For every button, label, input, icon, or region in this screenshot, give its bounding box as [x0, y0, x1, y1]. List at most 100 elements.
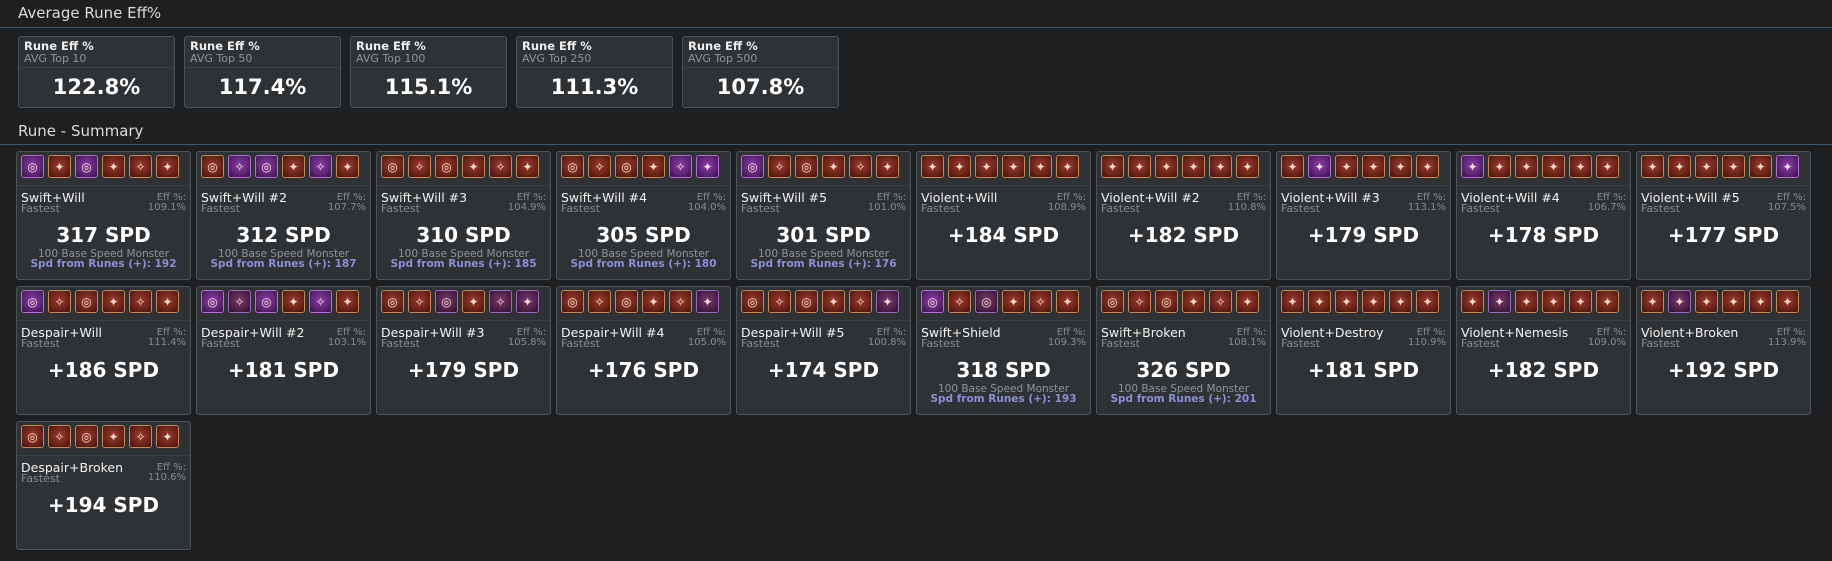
rune-icon[interactable]: ✦ [1776, 290, 1799, 313]
rune-icon[interactable]: ✧ [1128, 290, 1151, 313]
rune-icon[interactable]: ✦ [1641, 290, 1664, 313]
rune-icon[interactable]: ✦ [102, 425, 125, 448]
rune-icon[interactable]: ✦ [1749, 290, 1772, 313]
rune-set-card[interactable]: ◎ ✧ ◎ ✦ ✧ ✦ Swift+Will #2 Fastest Eff %: 107.7% 31… [196, 151, 371, 280]
rune-icon[interactable]: ✦ [1695, 155, 1718, 178]
rune-icon[interactable]: ✦ [822, 290, 845, 313]
rune-icon[interactable]: ✦ [1722, 155, 1745, 178]
rune-icon[interactable]: ◎ [615, 290, 638, 313]
rune-icon[interactable]: ✧ [948, 290, 971, 313]
rune-icon[interactable]: ✦ [1515, 290, 1538, 313]
rune-icon[interactable]: ✦ [1335, 290, 1358, 313]
rune-icon[interactable]: ✦ [696, 290, 719, 313]
rune-set-card[interactable]: ◎ ✧ ◎ ✦ ✧ ✦ Despair+Will #3 Fastest Eff %: 105.8%… [376, 286, 551, 415]
rune-icon[interactable]: ✦ [1155, 155, 1178, 178]
rune-icon[interactable]: ✦ [1416, 290, 1439, 313]
rune-icon[interactable]: ✧ [408, 155, 431, 178]
rune-set-card[interactable]: ✦ ✦ ✦ ✦ ✦ ✦ Violent+Will #2 Fastest Eff %: 110.8%… [1096, 151, 1271, 280]
rune-icon[interactable]: ✧ [669, 290, 692, 313]
rune-icon[interactable]: ✦ [1416, 155, 1439, 178]
rune-icon[interactable]: ◎ [561, 155, 584, 178]
rune-set-card[interactable]: ◎ ✧ ◎ ✦ ✧ ✦ Despair+Will #4 Fastest Eff %: 105.0%… [556, 286, 731, 415]
rune-set-card[interactable]: ✦ ✦ ✦ ✦ ✦ ✦ Violent+Will #3 Fastest Eff %: 113.1%… [1276, 151, 1451, 280]
rune-set-card[interactable]: ◎ ✧ ◎ ✦ ✧ ✦ Despair+Will Fastest Eff %: 111.4% +18… [16, 286, 191, 415]
rune-set-card[interactable]: ✦ ✦ ✦ ✦ ✦ ✦ Violent+Will #5 Fastest Eff %: 107.5%… [1636, 151, 1811, 280]
rune-icon[interactable]: ✦ [1236, 290, 1259, 313]
rune-icon[interactable]: ✦ [516, 155, 539, 178]
rune-icon[interactable]: ◎ [255, 155, 278, 178]
rune-icon[interactable]: ✦ [1002, 155, 1025, 178]
rune-icon[interactable]: ✦ [1281, 290, 1304, 313]
rune-icon[interactable]: ◎ [1101, 290, 1124, 313]
rune-icon[interactable]: ◎ [561, 290, 584, 313]
rune-icon[interactable]: ◎ [741, 155, 764, 178]
rune-icon[interactable]: ◎ [381, 155, 404, 178]
rune-set-card[interactable]: ◎ ✧ ◎ ✦ ✧ ✦ Despair+Will #2 Fastest Eff %: 103.1%… [196, 286, 371, 415]
rune-icon[interactable]: ✧ [129, 290, 152, 313]
rune-icon[interactable]: ✦ [1488, 290, 1511, 313]
rune-icon[interactable]: ◎ [921, 290, 944, 313]
rune-icon[interactable]: ✧ [669, 155, 692, 178]
rune-icon[interactable]: ◎ [75, 425, 98, 448]
rune-icon[interactable]: ✦ [696, 155, 719, 178]
rune-icon[interactable]: ✦ [1101, 155, 1124, 178]
rune-icon[interactable]: ✦ [48, 155, 71, 178]
rune-icon[interactable]: ◎ [75, 155, 98, 178]
rune-icon[interactable]: ✦ [1515, 155, 1538, 178]
rune-set-card[interactable]: ◎ ✧ ◎ ✦ ✧ ✦ Swift+Will #3 Fastest Eff %: 104.9% 31… [376, 151, 551, 280]
rune-icon[interactable]: ◎ [435, 155, 458, 178]
rune-icon[interactable]: ◎ [435, 290, 458, 313]
rune-icon[interactable]: ✦ [1056, 155, 1079, 178]
rune-set-card[interactable]: ◎ ✧ ◎ ✦ ✧ ✦ Despair+Will #5 Fastest Eff %: 100.8%… [736, 286, 911, 415]
rune-icon[interactable]: ✦ [1281, 155, 1304, 178]
rune-icon[interactable]: ✧ [48, 290, 71, 313]
rune-icon[interactable]: ✦ [462, 155, 485, 178]
rune-set-card[interactable]: ✦ ✦ ✦ ✦ ✦ ✦ Violent+Will #4 Fastest Eff %: 106.7%… [1456, 151, 1631, 280]
rune-icon[interactable]: ✦ [1209, 155, 1232, 178]
rune-icon[interactable]: ✦ [516, 290, 539, 313]
rune-icon[interactable]: ✧ [588, 155, 611, 178]
rune-icon[interactable]: ✦ [1488, 155, 1511, 178]
rune-icon[interactable]: ✧ [489, 290, 512, 313]
rune-icon[interactable]: ✦ [1749, 155, 1772, 178]
rune-icon[interactable]: ✦ [876, 155, 899, 178]
rune-icon[interactable]: ✦ [336, 290, 359, 313]
rune-icon[interactable]: ◎ [21, 290, 44, 313]
rune-icon[interactable]: ✦ [1461, 290, 1484, 313]
rune-icon[interactable]: ◎ [975, 290, 998, 313]
rune-set-card[interactable]: ◎ ✧ ◎ ✦ ✧ ✦ Swift+Will #4 Fastest Eff %: 104.0% 30… [556, 151, 731, 280]
rune-icon[interactable]: ◎ [21, 155, 44, 178]
rune-icon[interactable]: ✦ [1641, 155, 1664, 178]
rune-icon[interactable]: ◎ [201, 290, 224, 313]
rune-icon[interactable]: ◎ [21, 425, 44, 448]
rune-icon[interactable]: ✦ [1695, 290, 1718, 313]
rune-icon[interactable]: ✦ [102, 290, 125, 313]
rune-icon[interactable]: ✦ [975, 155, 998, 178]
rune-icon[interactable]: ✦ [1308, 290, 1331, 313]
rune-icon[interactable]: ✦ [102, 155, 125, 178]
rune-icon[interactable]: ✦ [282, 155, 305, 178]
rune-icon[interactable]: ✦ [336, 155, 359, 178]
rune-icon[interactable]: ✦ [1668, 290, 1691, 313]
rune-icon[interactable]: ✦ [1182, 290, 1205, 313]
rune-icon[interactable]: ✦ [1542, 290, 1565, 313]
rune-icon[interactable]: ✦ [822, 155, 845, 178]
rune-icon[interactable]: ✦ [642, 155, 665, 178]
rune-icon[interactable]: ✦ [1389, 155, 1412, 178]
rune-icon[interactable]: ✧ [228, 290, 251, 313]
rune-icon[interactable]: ✦ [156, 425, 179, 448]
rune-icon[interactable]: ✦ [948, 155, 971, 178]
rune-icon[interactable]: ✦ [1308, 155, 1331, 178]
rune-icon[interactable]: ✦ [1722, 290, 1745, 313]
rune-icon[interactable]: ✧ [849, 155, 872, 178]
rune-set-card[interactable]: ✦ ✦ ✦ ✦ ✦ ✦ Violent+Nemesis Fastest Eff %: 109.0%… [1456, 286, 1631, 415]
rune-icon[interactable]: ✦ [1389, 290, 1412, 313]
rune-icon[interactable]: ✧ [309, 155, 332, 178]
rune-set-card[interactable]: ◎ ✧ ◎ ✦ ✧ ✦ Swift+Broken Fastest Eff %: 108.1% 326… [1096, 286, 1271, 415]
rune-icon[interactable]: ✦ [1569, 290, 1592, 313]
rune-icon[interactable]: ✦ [1182, 155, 1205, 178]
rune-icon[interactable]: ◎ [1155, 290, 1178, 313]
rune-icon[interactable]: ✦ [1668, 155, 1691, 178]
rune-set-card[interactable]: ◎ ✦ ◎ ✦ ✧ ✦ Swift+Will Fastest Eff %: 109.1% 317 S… [16, 151, 191, 280]
rune-set-card[interactable]: ✦ ✦ ✦ ✦ ✦ ✦ Violent+Will Fastest Eff %: 108.9% +18… [916, 151, 1091, 280]
